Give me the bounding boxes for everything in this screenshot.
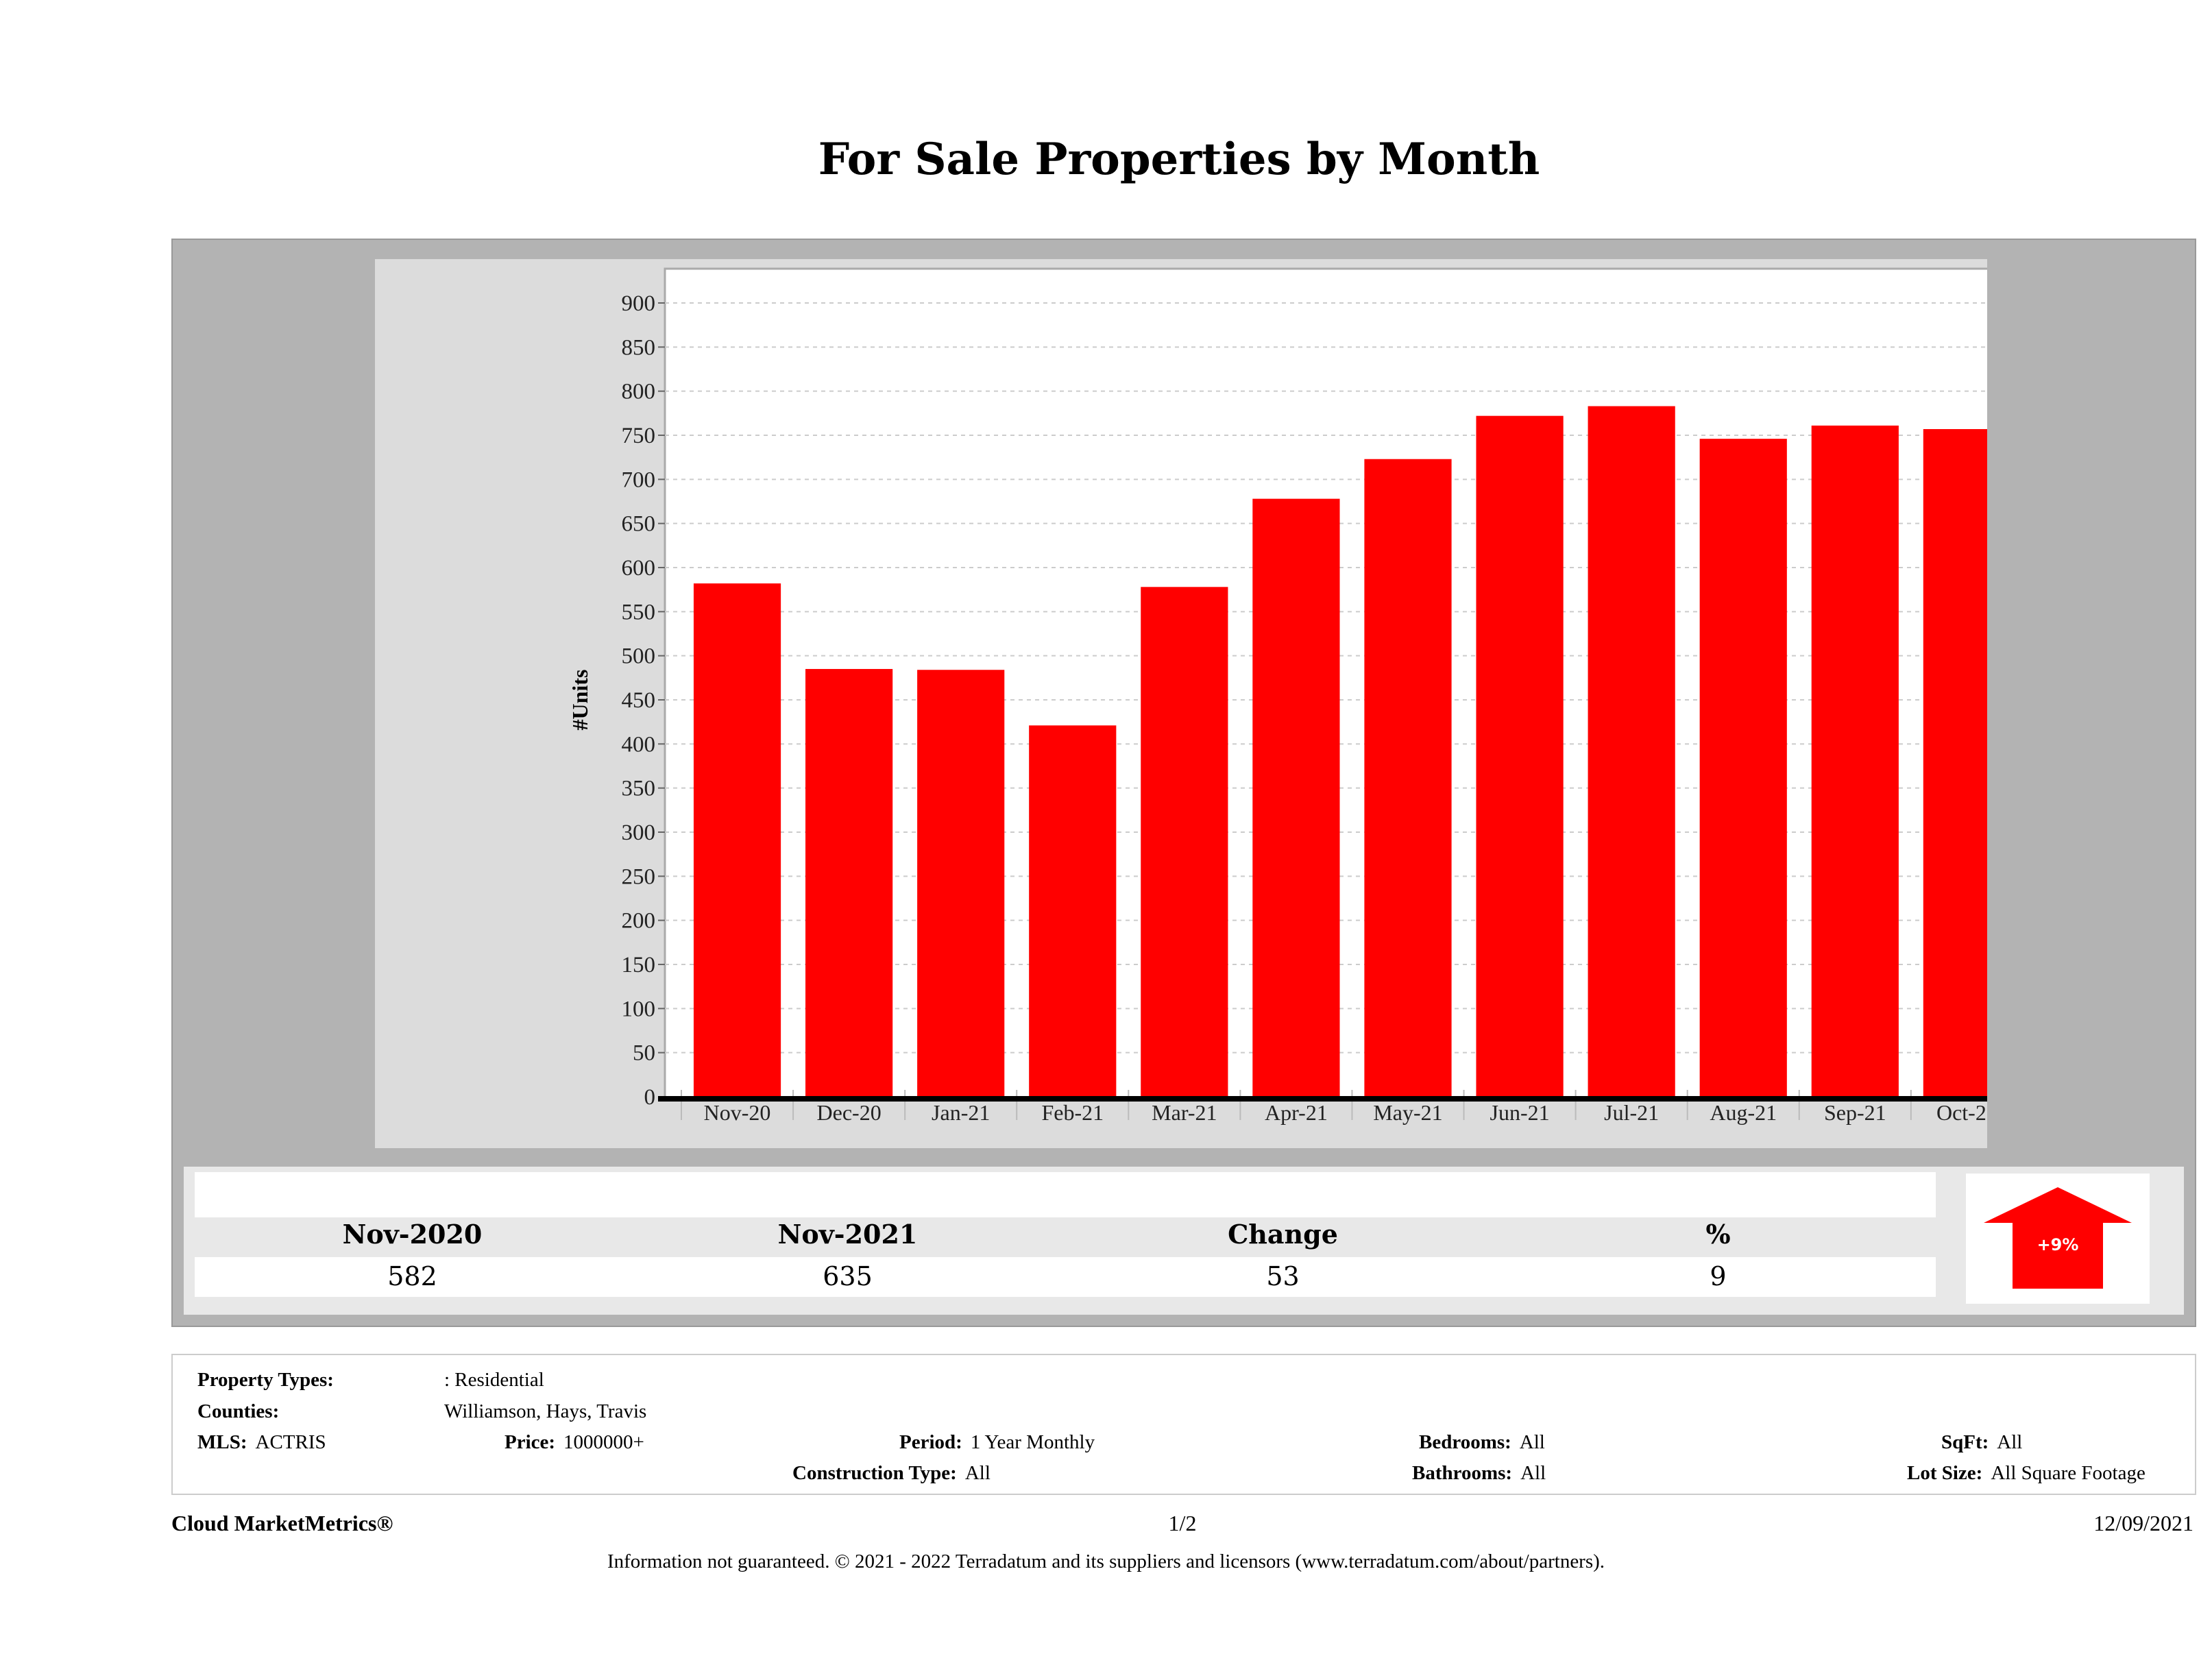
- summary-value-end: 635: [823, 1261, 873, 1291]
- footer: Cloud MarketMetrics® 1/2 12/09/2021: [171, 1511, 2193, 1541]
- counties-label: Counties:: [197, 1400, 280, 1422]
- bar: [805, 668, 893, 1097]
- summary-header-start: Nov-2020: [342, 1219, 483, 1250]
- lot-size-label: Lot Size:: [1907, 1462, 1983, 1484]
- bar: [1252, 498, 1340, 1097]
- lot-size-value: All Square Footage: [1991, 1462, 2146, 1484]
- x-tick-label: Mar-21: [1152, 1100, 1217, 1125]
- summary-header-percent: %: [1705, 1219, 1731, 1250]
- bar: [1029, 725, 1117, 1097]
- bedrooms-value: All: [1519, 1431, 1545, 1453]
- summary-value-percent: 9: [1710, 1261, 1727, 1291]
- summary-value-change: 53: [1266, 1261, 1300, 1291]
- chart-background: 0 50 100 150 200 250 300 350 400 450 500 550 600 650 7…: [375, 259, 1987, 1148]
- brand-name: Cloud MarketMetrics®: [171, 1511, 393, 1535]
- y-tick-label: 800: [622, 380, 656, 404]
- y-tick-label: 850: [622, 335, 656, 360]
- bar: [1476, 415, 1564, 1097]
- y-tick-label: 500: [622, 644, 656, 669]
- y-axis-label: #Units: [568, 670, 592, 731]
- x-tick-label: Dec-20: [817, 1100, 882, 1125]
- up-arrow-icon: +9%: [1984, 1187, 2132, 1289]
- y-tick-label: 100: [622, 997, 656, 1021]
- y-tick-label: 200: [622, 909, 656, 934]
- construction-label: Construction Type:: [792, 1462, 957, 1484]
- chart-panel: 0 50 100 150 200 250 300 350 400 450 500 550 600 650 7…: [171, 239, 2196, 1327]
- y-tick-label: 350: [622, 777, 656, 801]
- x-tick-label: Nov-20: [704, 1100, 771, 1125]
- bar: [1923, 428, 1987, 1097]
- mls-label: MLS:: [197, 1431, 247, 1453]
- y-tick-label: 50: [633, 1041, 655, 1066]
- bar: [1141, 587, 1228, 1097]
- property-types-field: Property Types: : Residential: [197, 1369, 544, 1391]
- bar-chart: 0 50 100 150 200 250 300 350 400 450 500 550 600 650 7…: [568, 267, 1987, 1125]
- y-tick-label: 300: [622, 820, 656, 845]
- y-tick-label: 0: [644, 1085, 656, 1110]
- x-tick-label: Oct-21: [1936, 1100, 1987, 1125]
- x-tick-label: May-21: [1373, 1100, 1442, 1125]
- counties-value: Williamson, Hays, Travis: [444, 1400, 647, 1422]
- price-value: 1000000+: [563, 1431, 644, 1453]
- lot-size-field: Lot Size: All Square Footage: [1907, 1462, 2146, 1485]
- bar: [1588, 406, 1675, 1097]
- y-tick-label: 700: [622, 467, 656, 492]
- bar: [1699, 439, 1787, 1097]
- page-title: For Sale Properties by Month: [818, 134, 1540, 185]
- bathrooms-label: Bathrooms:: [1412, 1462, 1513, 1484]
- summary-values-row: 582 635 53 9: [195, 1257, 1936, 1297]
- summary-value-start: 582: [387, 1261, 437, 1291]
- sqft-label: SqFt:: [1941, 1431, 1989, 1453]
- sqft-field: SqFt: All: [1941, 1431, 2022, 1454]
- summary-header-end: Nov-2021: [777, 1219, 918, 1250]
- report-date: 12/09/2021: [2093, 1511, 2193, 1535]
- x-tick-label: Feb-21: [1041, 1100, 1104, 1125]
- bar: [917, 670, 1005, 1097]
- y-tick-label: 750: [622, 424, 656, 448]
- x-tick-label: Apr-21: [1265, 1100, 1328, 1125]
- bathrooms-field: Bathrooms: All: [1412, 1462, 1546, 1485]
- change-arrow-box: +9%: [1966, 1174, 2150, 1304]
- price-label: Price:: [505, 1431, 556, 1453]
- summary-table: Nov-2020 Nov-2021 Change % 582 635 53 9 …: [184, 1167, 2184, 1315]
- bedrooms-field: Bedrooms: All: [1419, 1431, 1545, 1454]
- summary-header-change: Change: [1228, 1219, 1338, 1250]
- y-tick-label: 450: [622, 688, 656, 713]
- period-label: Period:: [899, 1431, 962, 1453]
- summary-spacer-row: [195, 1172, 1936, 1217]
- y-tick-label: 900: [622, 291, 656, 316]
- period-field: Period: 1 Year Monthly: [899, 1431, 1095, 1454]
- report-criteria: Property Types: : Residential Counties: Wi…: [171, 1354, 2196, 1495]
- x-tick-label: Aug-21: [1710, 1100, 1777, 1125]
- y-tick-label: 400: [622, 732, 656, 757]
- property-types-value: : Residential: [444, 1369, 544, 1391]
- x-tick-label: Sep-21: [1824, 1100, 1886, 1125]
- property-types-label: Property Types:: [197, 1369, 334, 1391]
- sqft-value: All: [1997, 1431, 2023, 1453]
- bar: [1364, 459, 1452, 1097]
- price-field: Price: 1000000+: [505, 1431, 644, 1454]
- bar: [693, 583, 781, 1097]
- construction-field: Construction Type: All: [792, 1462, 990, 1485]
- y-tick-label: 550: [622, 600, 656, 624]
- counties-field: Counties: Williamson, Hays, Travis: [197, 1400, 646, 1423]
- bar: [1811, 425, 1899, 1097]
- disclaimer: Information not guaranteed. © 2021 - 202…: [607, 1551, 1605, 1572]
- y-tick-label: 250: [622, 864, 656, 889]
- bedrooms-label: Bedrooms:: [1419, 1431, 1511, 1453]
- mls-value: ACTRIS: [255, 1431, 326, 1453]
- x-tick-label: Jan-21: [932, 1100, 990, 1125]
- x-tick-label: Jul-21: [1604, 1100, 1659, 1125]
- mls-field: MLS: ACTRIS: [197, 1431, 326, 1454]
- arrow-label: +9%: [2037, 1235, 2079, 1254]
- y-tick-label: 150: [622, 953, 656, 977]
- page-number: 1/2: [1168, 1511, 1197, 1535]
- y-tick-label: 600: [622, 556, 656, 581]
- construction-value: All: [964, 1462, 990, 1484]
- x-tick-label: Jun-21: [1490, 1100, 1550, 1125]
- bathrooms-value: All: [1520, 1462, 1546, 1484]
- y-tick-label: 650: [622, 512, 656, 537]
- period-value: 1 Year Monthly: [970, 1431, 1095, 1453]
